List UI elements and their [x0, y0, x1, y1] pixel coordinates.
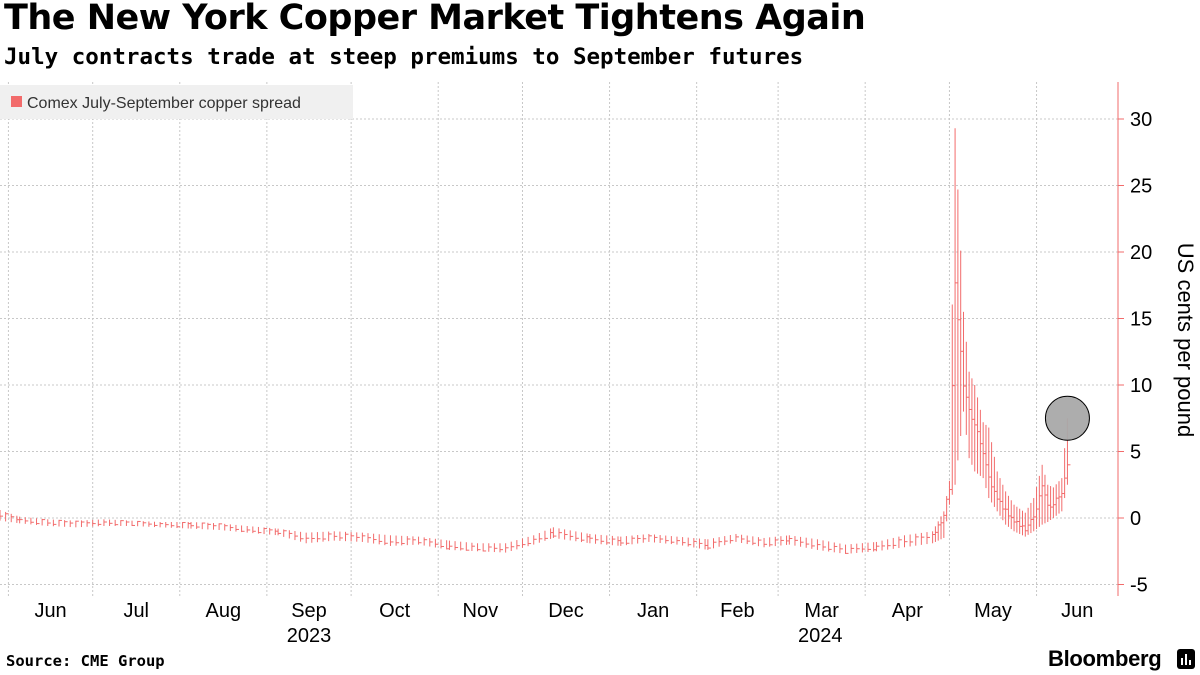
legend-background	[0, 85, 353, 119]
y-axis-label: US cents per pound	[1173, 243, 1198, 437]
x-tick-label: Aug	[206, 600, 242, 622]
x-tick-label: Jul	[123, 600, 149, 622]
y-tick-label: 20	[1130, 242, 1152, 264]
x-tick-label: May	[974, 600, 1012, 622]
x-tick-label: Nov	[463, 600, 499, 622]
y-tick-label: 0	[1130, 508, 1141, 530]
bloomberg-logo: Bloomberg	[1048, 646, 1162, 671]
legend: Comex July-September copper spread	[0, 85, 353, 119]
x-tick-label: Dec	[548, 600, 584, 622]
y-tick-label: -5	[1130, 575, 1148, 597]
chart-title: The New York Copper Market Tightens Agai…	[4, 0, 866, 38]
source-note: Source: CME Group	[6, 652, 165, 670]
x-tick-label: Sep	[291, 600, 327, 622]
y-tick-label: 10	[1130, 375, 1152, 397]
legend-swatch	[11, 96, 22, 107]
x-tick-label: Jun	[34, 600, 66, 622]
y-tick-label: 25	[1130, 176, 1152, 198]
y-tick-label: 5	[1130, 442, 1141, 464]
x-tick-label: Feb	[720, 600, 754, 622]
x-tick-label: Oct	[379, 600, 411, 622]
x-tick-label: Mar	[804, 600, 839, 622]
bloomberg-terminal-icon	[1177, 649, 1195, 669]
chart-subtitle: July contracts trade at steep premiums t…	[4, 44, 804, 70]
highlight-marker	[1044, 395, 1090, 441]
x-tick-label: Jun	[1061, 600, 1093, 622]
x-tick-label: Jan	[637, 600, 669, 622]
y-tick-label: 15	[1130, 309, 1152, 331]
x-year-label: 2024	[798, 625, 843, 647]
legend-label: Comex July-September copper spread	[27, 95, 301, 112]
y-tick-label: 30	[1130, 109, 1152, 131]
x-year-label: 2023	[287, 625, 332, 647]
x-tick-label: Apr	[892, 600, 923, 622]
